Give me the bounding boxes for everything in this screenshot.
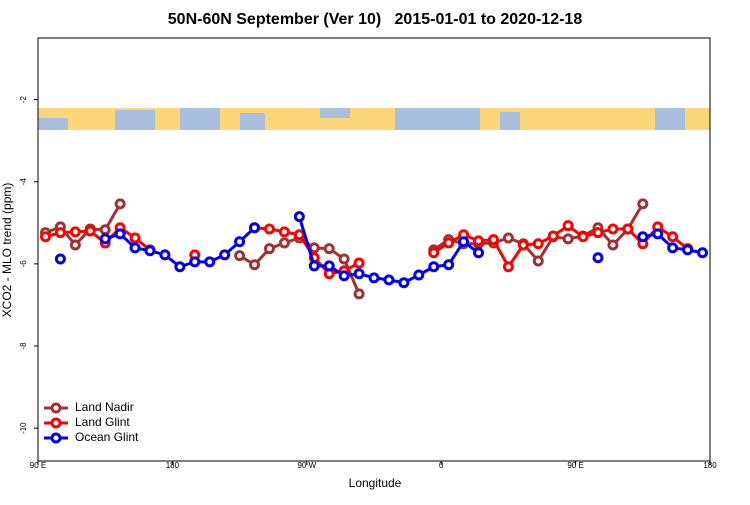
point <box>607 239 619 251</box>
point <box>547 230 559 242</box>
point <box>308 260 320 272</box>
x-tick-label: 90 E <box>567 461 583 470</box>
point <box>622 223 634 235</box>
point <box>532 255 544 267</box>
legend-marker <box>50 432 62 444</box>
point <box>502 261 514 273</box>
point <box>473 247 485 259</box>
point <box>413 269 425 281</box>
y-axis-label: XCO2 - MLO trend (ppm) <box>0 183 14 318</box>
point <box>278 237 290 249</box>
y-tick-label: -10 <box>19 422 28 434</box>
x-tick-label: 180 <box>703 461 717 470</box>
point <box>473 235 485 247</box>
point <box>234 236 246 248</box>
plot-frame <box>37 37 711 462</box>
point <box>368 272 380 284</box>
point <box>532 238 544 250</box>
point <box>577 231 589 243</box>
point <box>84 225 96 237</box>
x-tick-label: 0 <box>439 461 444 470</box>
point <box>174 261 186 273</box>
point <box>443 259 455 271</box>
point <box>697 247 709 259</box>
point <box>487 234 499 246</box>
y-tick-label: -6 <box>19 260 28 268</box>
point <box>637 198 649 210</box>
point <box>428 247 440 259</box>
point <box>293 211 305 223</box>
point <box>667 231 679 243</box>
map-stripe <box>38 108 710 130</box>
point <box>69 226 81 238</box>
point <box>159 249 171 261</box>
point <box>249 222 261 234</box>
point <box>249 259 261 271</box>
legend-label: Land Nadir <box>75 400 134 414</box>
point <box>189 256 201 268</box>
point <box>323 243 335 255</box>
legend-marker <box>50 402 62 414</box>
legend-marker <box>50 417 62 429</box>
point <box>263 223 275 235</box>
point <box>114 198 126 210</box>
point <box>458 236 470 248</box>
x-tick-label: 90 W <box>297 461 316 470</box>
point <box>99 224 111 236</box>
point <box>637 231 649 243</box>
point <box>278 226 290 238</box>
point <box>667 242 679 254</box>
point <box>502 232 514 244</box>
point <box>54 227 66 239</box>
point <box>562 233 574 245</box>
point <box>129 232 141 244</box>
point <box>652 228 664 240</box>
point <box>234 250 246 262</box>
point <box>353 257 365 269</box>
point <box>69 239 81 251</box>
point <box>144 245 156 257</box>
point <box>99 233 111 245</box>
legend-label: Ocean Glint <box>75 430 139 444</box>
point <box>293 229 305 241</box>
point <box>338 253 350 265</box>
point <box>54 253 66 265</box>
point <box>219 249 231 261</box>
x-tick-label: 180 <box>166 461 180 470</box>
point <box>39 231 51 243</box>
point <box>323 260 335 272</box>
point <box>682 244 694 256</box>
point <box>353 268 365 280</box>
point <box>383 274 395 286</box>
point <box>517 239 529 251</box>
point <box>607 223 619 235</box>
point <box>428 261 440 273</box>
chart-title: 50N-60N September (Ver 10) 2015-01-01 to… <box>168 11 583 28</box>
x-axis-label: Longitude <box>349 476 402 490</box>
point <box>398 277 410 289</box>
point <box>338 270 350 282</box>
point <box>353 288 365 300</box>
y-tick-label: -2 <box>19 96 28 104</box>
point <box>129 242 141 254</box>
y-tick-label: -8 <box>19 342 28 350</box>
point <box>592 252 604 264</box>
legend-label: Land Glint <box>75 415 130 429</box>
point <box>592 227 604 239</box>
x-tick-label: 90 E <box>30 461 46 470</box>
point <box>562 220 574 232</box>
point <box>443 237 455 249</box>
point <box>204 256 216 268</box>
point <box>114 228 126 240</box>
point <box>263 243 275 255</box>
y-tick-label: -4 <box>19 178 28 186</box>
